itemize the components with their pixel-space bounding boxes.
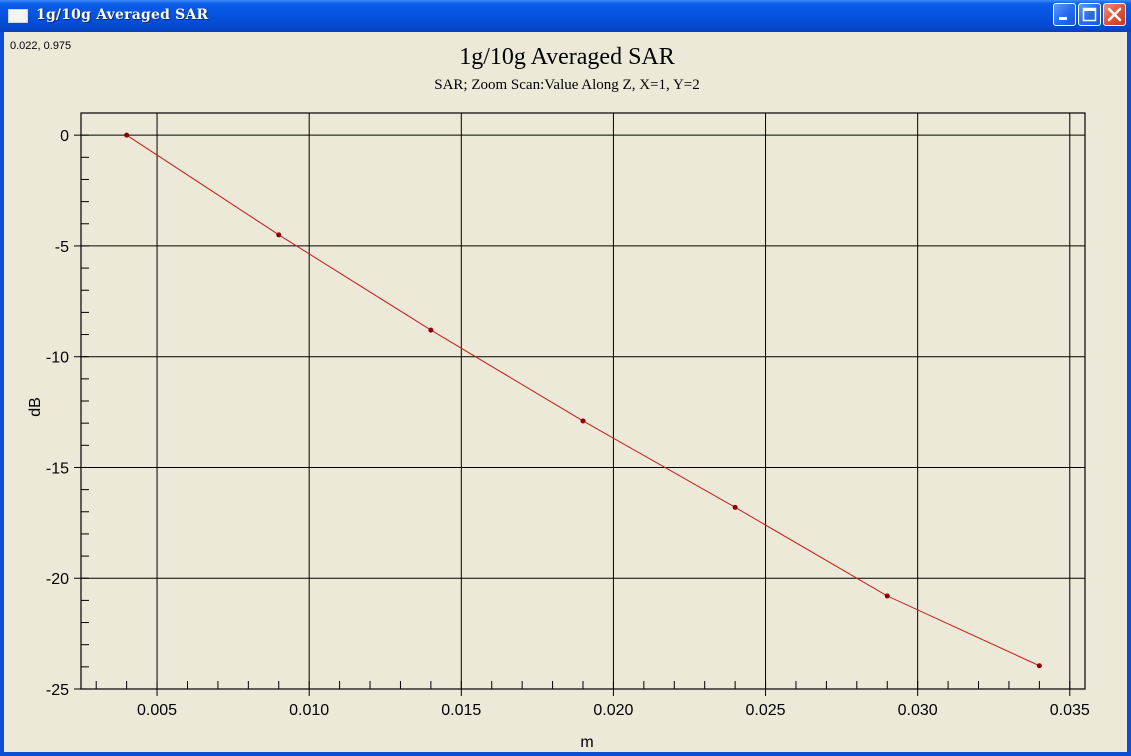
x-tick-label: 0.015 <box>441 702 481 719</box>
y-tick-label: -10 <box>46 350 69 367</box>
data-point <box>276 232 282 238</box>
close-button[interactable] <box>1103 3 1126 26</box>
series-line <box>126 134 1040 667</box>
data-point <box>732 504 738 510</box>
minimize-button[interactable] <box>1053 3 1076 26</box>
maximize-icon <box>1082 7 1097 22</box>
x-tick-labels: 0.005 0.010 0.015 0.020 0.025 0.030 0.035 <box>137 702 1090 719</box>
series-group <box>124 132 1042 669</box>
y-tick-labels: 0 -5 -10 -15 -20 -25 <box>46 128 69 699</box>
window-title: 1g/10g Averaged SAR <box>36 7 209 23</box>
x-tick-label: 0.025 <box>746 702 786 719</box>
cursor-readout: 0.022, 0.975 <box>10 40 72 52</box>
y-tick-label: -20 <box>46 571 69 588</box>
maximize-button[interactable] <box>1078 3 1101 26</box>
y-tick-label: 0 <box>60 128 69 145</box>
data-point <box>428 327 434 333</box>
close-icon <box>1107 7 1122 22</box>
x-tick-label: 0.030 <box>898 702 938 719</box>
x-tick-label: 0.035 <box>1050 702 1090 719</box>
line-chart: 1g/10g Averaged SAR SAR; Zoom Scan:Value… <box>27 44 1090 751</box>
x-tick-label: 0.005 <box>137 702 177 719</box>
title-bar[interactable]: 1g/10g Averaged SAR <box>0 0 1131 32</box>
chart-subtitle: SAR; Zoom Scan:Value Along Z, X=1, Y=2 <box>434 77 700 93</box>
data-point <box>580 418 586 424</box>
app-window-icon <box>8 9 28 23</box>
y-tick-label: -5 <box>55 239 69 256</box>
x-axis-label: m <box>580 734 593 751</box>
plot-frame <box>80 112 1086 690</box>
data-point <box>124 132 130 138</box>
y-tick-label: -15 <box>46 460 69 477</box>
chart-title: 1g/10g Averaged SAR <box>459 44 675 70</box>
minimize-icon <box>1059 17 1067 20</box>
y-axis-label: dB <box>27 397 44 417</box>
grid <box>81 113 1085 690</box>
data-point <box>884 593 890 599</box>
data-point <box>1036 663 1042 669</box>
chart-area[interactable]: 0.022, 0.975 1g/10g Averaged SAR SAR; Zo… <box>4 32 1127 752</box>
y-tick-label: -25 <box>46 682 69 699</box>
tick-marks <box>74 112 1071 696</box>
x-tick-label: 0.020 <box>593 702 633 719</box>
x-tick-label: 0.010 <box>289 702 329 719</box>
